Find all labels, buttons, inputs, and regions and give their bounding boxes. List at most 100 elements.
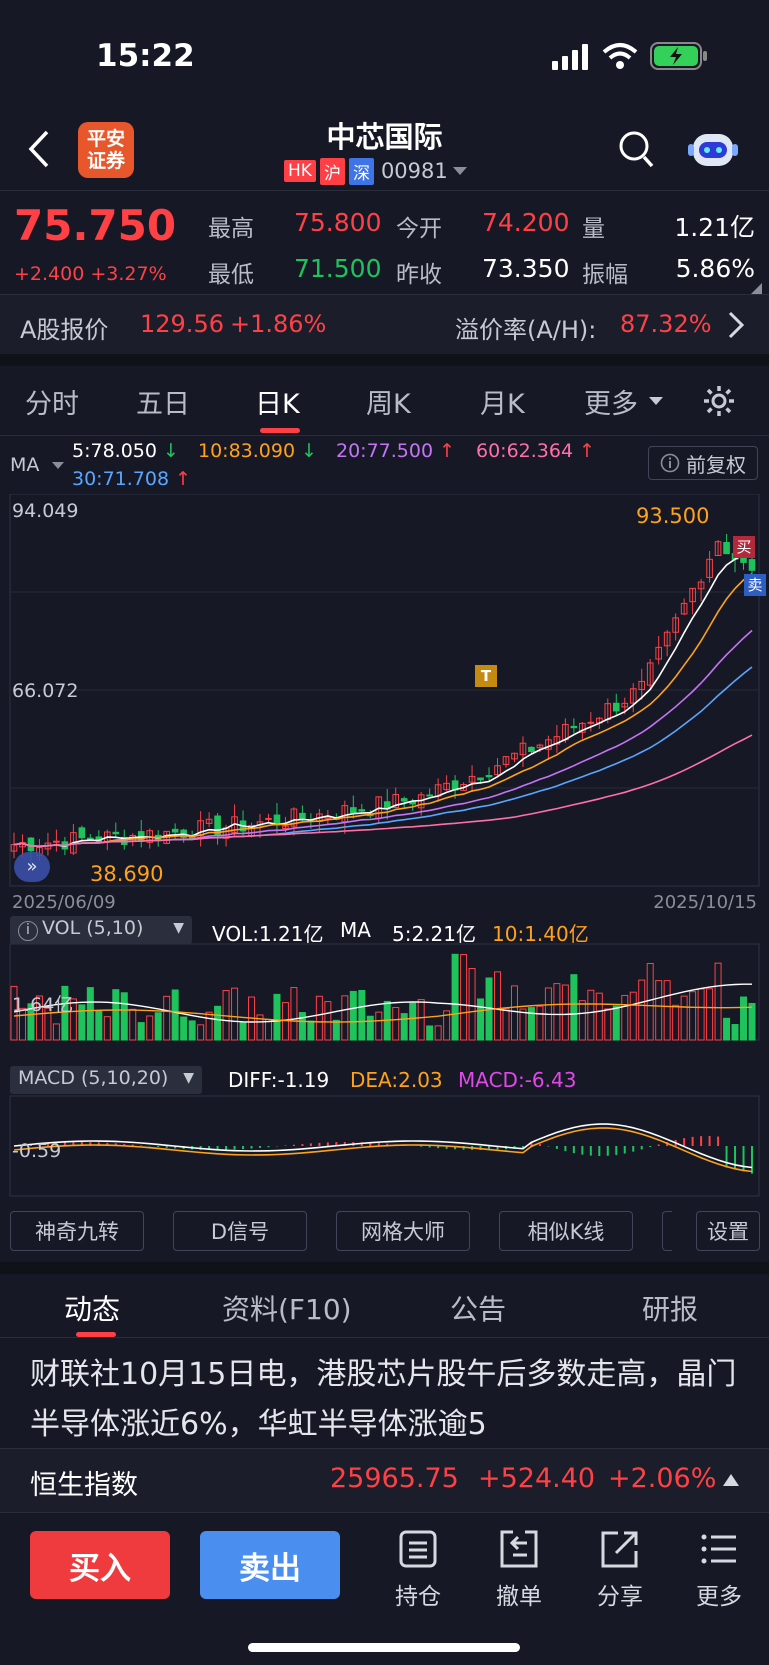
vol-ma5: 5:2.21亿 bbox=[392, 922, 476, 946]
candle-body bbox=[290, 808, 298, 827]
index-value: 25965.75 bbox=[330, 1463, 459, 1494]
adjust-button[interactable]: 前复权 bbox=[648, 446, 758, 480]
robot-assistant-icon[interactable] bbox=[688, 124, 738, 174]
t-marker[interactable]: T bbox=[475, 665, 497, 687]
positions-button[interactable]: 持仓 bbox=[378, 1529, 458, 1611]
candle-body bbox=[629, 688, 637, 704]
volume-bar bbox=[129, 1008, 137, 1041]
candle-body bbox=[706, 558, 713, 578]
news-text: 财联社10月15日电，港股芯片股午后多数走高，晶门半导体涨近6%，华虹半导体涨逾… bbox=[30, 1357, 737, 1442]
tab-announcements[interactable]: 公告 bbox=[450, 1293, 507, 1326]
volume-bar bbox=[689, 991, 697, 1041]
chevron-up-icon[interactable] bbox=[722, 1473, 740, 1487]
tab-research[interactable]: 研报 bbox=[642, 1293, 699, 1326]
active-news-indicator bbox=[76, 1332, 116, 1337]
volume-bar bbox=[61, 985, 69, 1041]
volume-bar bbox=[137, 1022, 145, 1041]
back-arrow-icon[interactable] bbox=[28, 130, 50, 168]
volume-bar bbox=[595, 992, 603, 1041]
volume-bar bbox=[264, 1019, 272, 1041]
candle-body bbox=[714, 541, 722, 557]
last-price: 75.750 bbox=[14, 201, 177, 250]
cancel-order-button[interactable]: 撤单 bbox=[479, 1529, 559, 1611]
tab-daily-k[interactable]: 日K bbox=[255, 389, 300, 420]
news-feed[interactable]: 财联社10月15日电，港股芯片股午后多数走高，晶门半导体涨近6%，华虹半导体涨逾… bbox=[0, 1338, 769, 1448]
sell-button[interactable]: 卖出 bbox=[200, 1531, 340, 1599]
quote-panel: 75.750 +2.400 +3.27% 最高 75.800 今开 74.200… bbox=[0, 190, 769, 295]
volume-bar bbox=[646, 963, 654, 1041]
index-bar[interactable]: 恒生指数 25965.75 +524.40 +2.06% bbox=[0, 1448, 769, 1512]
tab-weekly-k[interactable]: 周K bbox=[366, 389, 411, 420]
settings-gear-icon[interactable] bbox=[702, 384, 736, 418]
expand-left-button[interactable]: » bbox=[14, 852, 50, 882]
broker-logo[interactable]: 平安证券 bbox=[78, 122, 134, 178]
index-name: 恒生指数 bbox=[30, 1470, 138, 1501]
tool-nine-turn[interactable]: 神奇九转 bbox=[10, 1211, 144, 1251]
candle-body bbox=[579, 722, 586, 733]
macd-diff: DIFF:-1.19 bbox=[228, 1068, 330, 1092]
tab-intraday[interactable]: 分时 bbox=[25, 389, 79, 420]
tab-news[interactable]: 动态 bbox=[64, 1293, 121, 1326]
candle-body bbox=[27, 837, 35, 852]
search-icon[interactable] bbox=[618, 130, 656, 170]
volume-bar bbox=[180, 1016, 188, 1041]
volume-bar bbox=[154, 1012, 162, 1041]
a-share-price: 129.56 bbox=[140, 310, 224, 338]
volume-bar bbox=[10, 985, 18, 1041]
volume-bar bbox=[27, 1003, 35, 1041]
tab-more[interactable]: 更多 bbox=[584, 389, 638, 420]
market-tags[interactable]: HK 沪 深 00981 bbox=[284, 157, 468, 185]
open-value: 74.200 bbox=[482, 208, 570, 237]
prev-close-label: 昨收 bbox=[396, 262, 442, 288]
volume-bar bbox=[502, 1008, 510, 1041]
k-line-chart[interactable] bbox=[0, 494, 769, 1204]
tool-similar-k[interactable]: 相似K线 bbox=[499, 1211, 633, 1251]
active-tab-indicator bbox=[260, 428, 300, 433]
candle-body bbox=[587, 721, 595, 724]
volume-bar bbox=[426, 1025, 434, 1041]
tab-f10[interactable]: 资料(F10) bbox=[222, 1293, 352, 1326]
tool-partial[interactable] bbox=[662, 1211, 672, 1251]
volume-bar bbox=[256, 1014, 264, 1041]
candle-body bbox=[485, 775, 493, 778]
tab-monthly-k[interactable]: 月K bbox=[480, 389, 525, 420]
tool-d-signal[interactable]: D信号 bbox=[173, 1211, 307, 1251]
tool-settings[interactable]: 设置 bbox=[696, 1211, 760, 1251]
macd-indicator-select[interactable]: MACD (5,10,20) ▼ bbox=[10, 1066, 202, 1094]
ma-line-20 bbox=[13, 629, 753, 848]
tab-five-day[interactable]: 五日 bbox=[136, 389, 190, 420]
volume-bar bbox=[315, 995, 323, 1041]
volume-bar bbox=[740, 996, 748, 1041]
volume-bar bbox=[18, 1007, 26, 1041]
more-button[interactable]: 更多 bbox=[679, 1529, 759, 1611]
candle-body bbox=[468, 775, 476, 783]
volume-bar bbox=[324, 1001, 332, 1041]
volume-bar bbox=[103, 1016, 111, 1041]
buy-button[interactable]: 买入 bbox=[30, 1531, 170, 1599]
ma-line-5 bbox=[13, 554, 753, 848]
chevron-right-icon bbox=[728, 311, 744, 339]
tool-grid-master[interactable]: 网格大师 bbox=[336, 1211, 470, 1251]
vol-ma-label: MA bbox=[340, 918, 371, 942]
candle-body bbox=[426, 794, 433, 797]
sell-marker[interactable]: 卖 bbox=[744, 574, 766, 596]
a-share-bar[interactable]: A股报价 129.56 +1.86% 溢价率(A/H): 87.32% bbox=[0, 294, 769, 354]
buy-marker[interactable]: 买 bbox=[733, 536, 755, 558]
candle-body bbox=[112, 831, 120, 835]
candle-body bbox=[53, 840, 60, 843]
candle-body bbox=[646, 662, 654, 686]
expand-corner-icon[interactable] bbox=[750, 283, 762, 295]
vol-indicator-select[interactable]: i VOL (5,10) ▼ bbox=[10, 916, 192, 944]
ma-legend: MA 5:78.050 ↓ 10:83.090 ↓ 20:77.500 ↑ 60… bbox=[0, 436, 769, 496]
chart-tools: 神奇九转 D信号 网格大师 相似K线 设置 bbox=[0, 1205, 769, 1255]
macd-legend: MACD (5,10,20) ▼ DIFF:-1.19 DEA:2.03 MACD… bbox=[10, 1066, 769, 1094]
volume-bar bbox=[375, 1011, 383, 1041]
low-price-label: 38.690 bbox=[90, 862, 164, 886]
volume-bar bbox=[460, 954, 468, 1041]
share-button[interactable]: 分享 bbox=[580, 1529, 660, 1611]
ma-label[interactable]: MA bbox=[10, 454, 40, 476]
volume-bar bbox=[561, 984, 569, 1041]
candle-body bbox=[171, 828, 179, 833]
start-date-label: 2025/06/09 bbox=[12, 892, 116, 913]
candle-body bbox=[358, 809, 366, 812]
